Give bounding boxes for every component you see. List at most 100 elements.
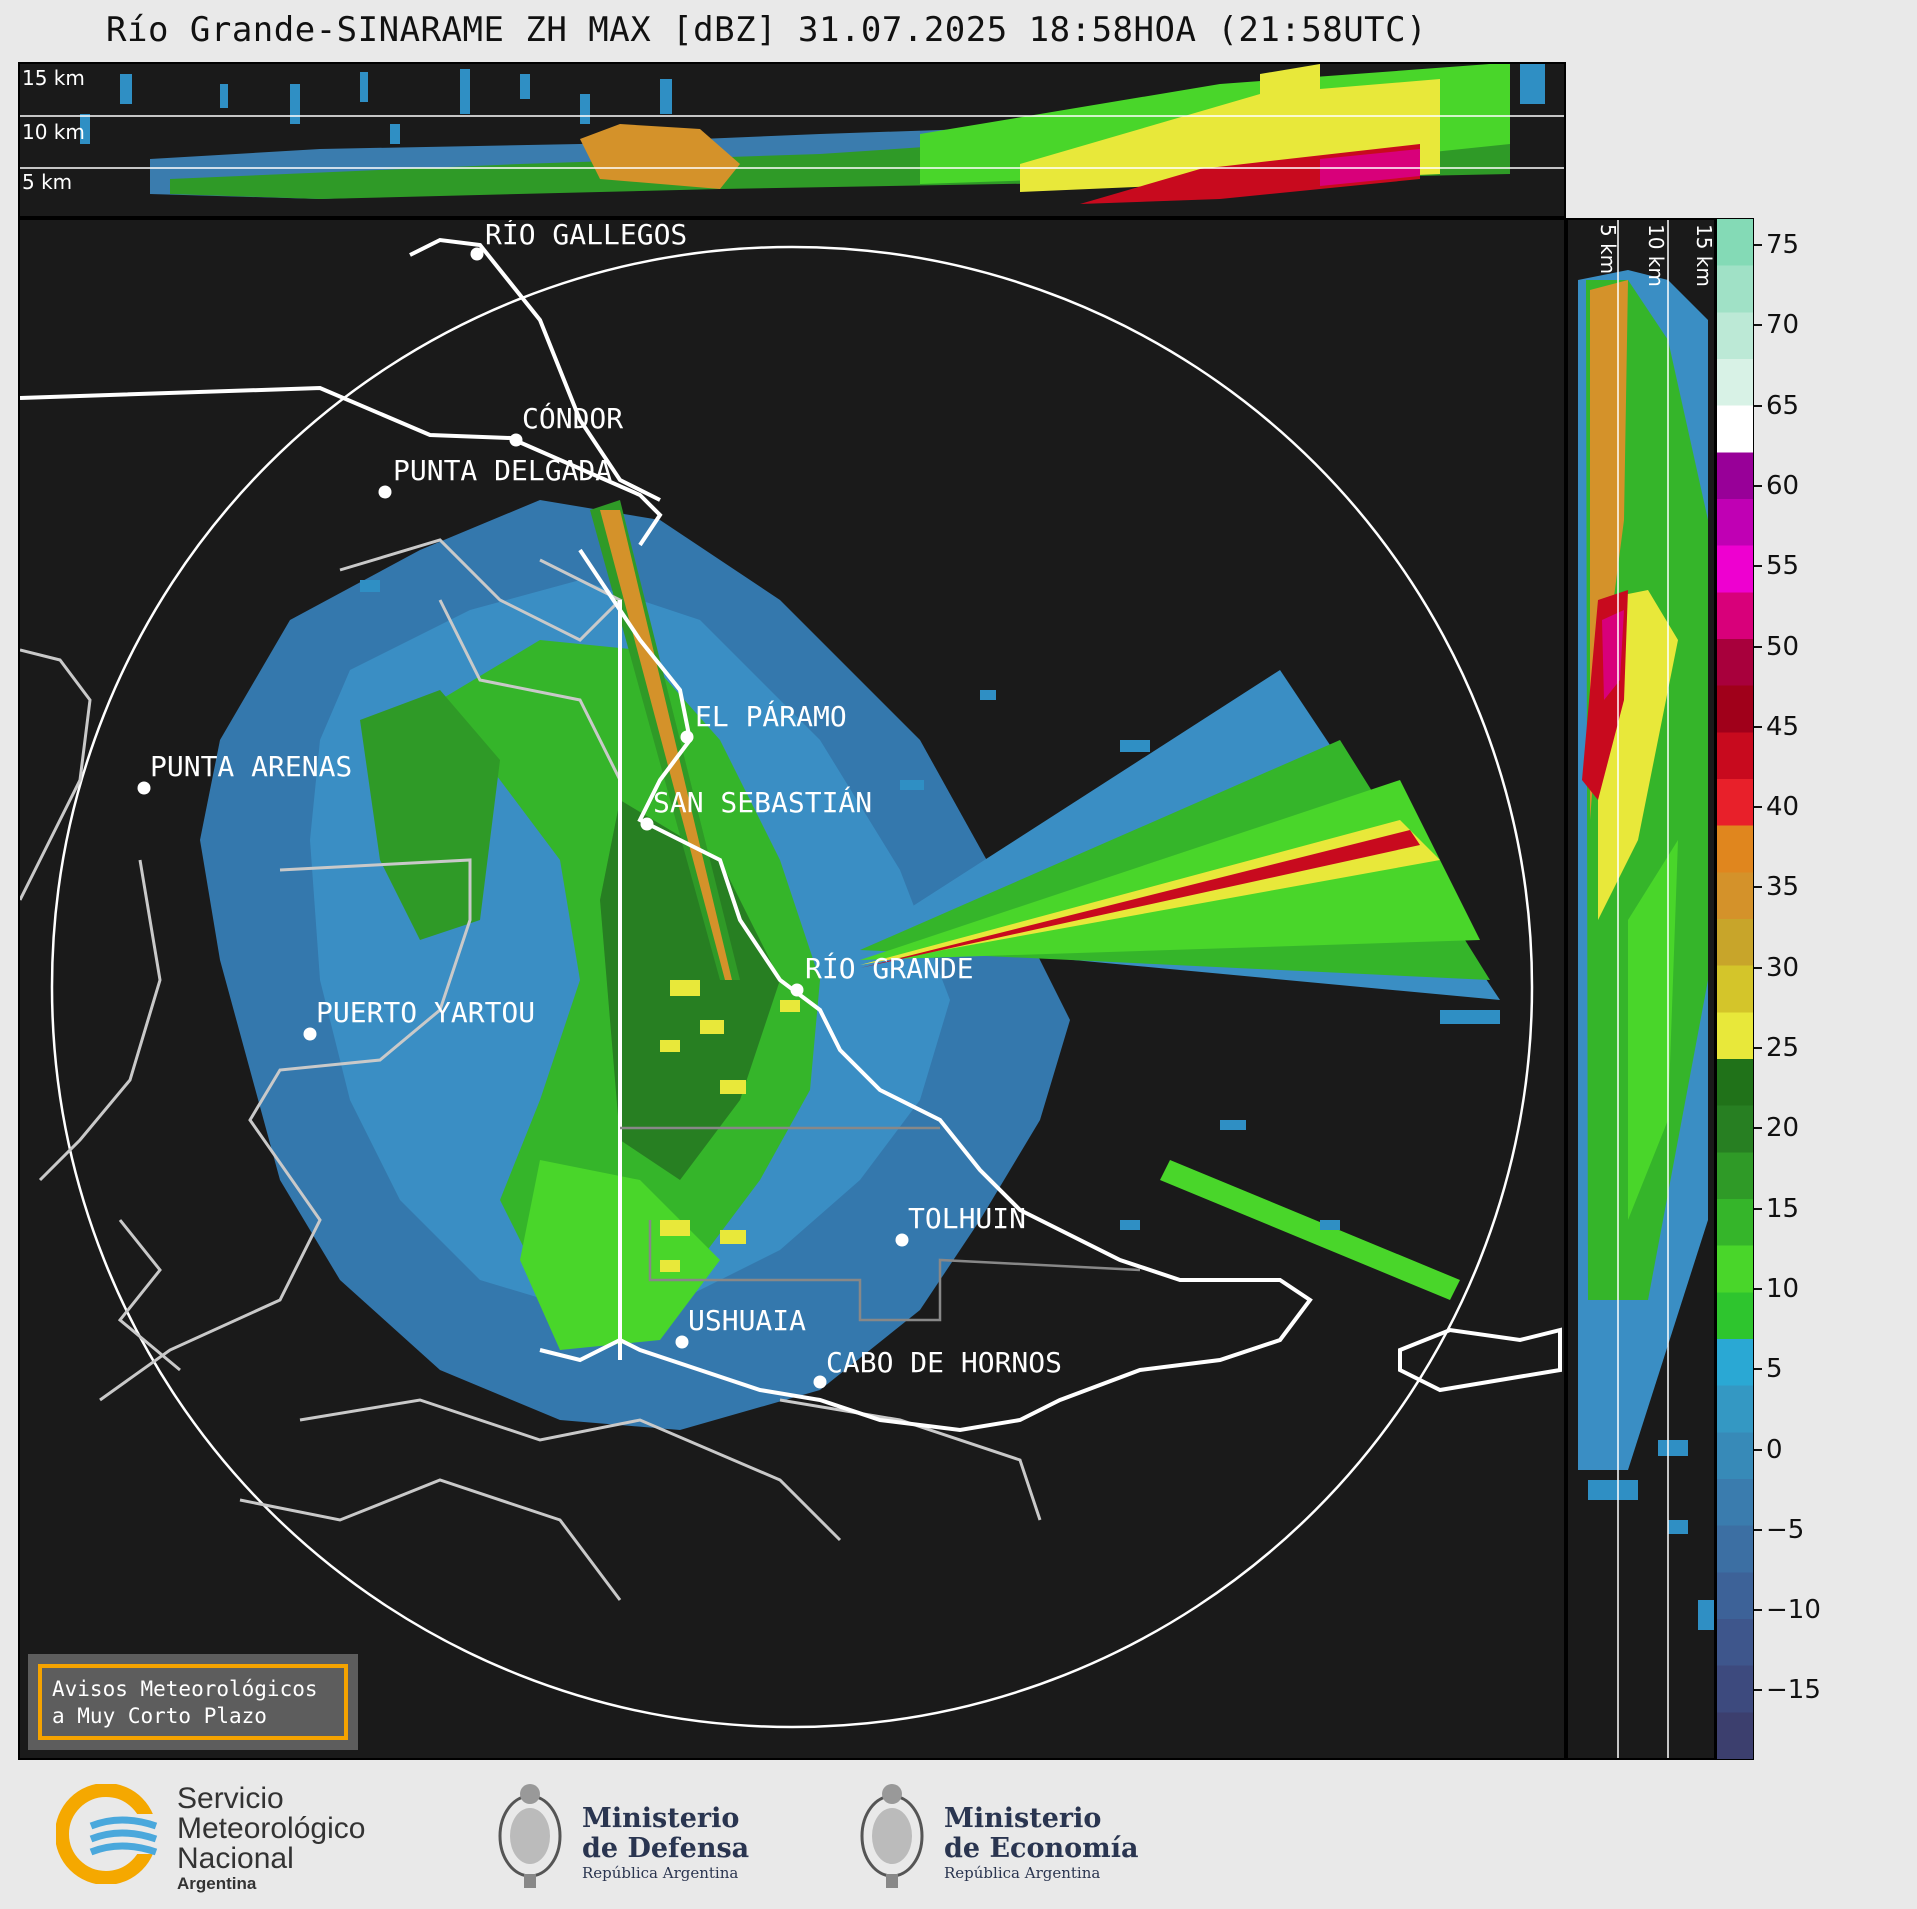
colorbar-tick	[1754, 1368, 1762, 1371]
colorbar-tick-label: 75	[1766, 230, 1800, 260]
chile-coastlines	[20, 538, 1042, 1601]
colorbar-tick-label: 55	[1766, 551, 1800, 582]
city-dot-cabo-de-hornos	[813, 1375, 827, 1389]
colorbar-tick	[1754, 645, 1762, 648]
smn-logo-icon	[55, 1783, 160, 1885]
top-alt-label-5: 5 km	[22, 170, 73, 194]
city-dot-condor	[509, 433, 523, 447]
colorbar-tick	[1754, 1207, 1762, 1210]
colorbar-tick-label: 30	[1766, 952, 1800, 983]
city-dot-puerto-yartou	[303, 1027, 317, 1041]
provincial-borders	[620, 1126, 1141, 1322]
side-alt-label-10: 10 km	[1644, 224, 1668, 287]
city-label-ushuaia: USHUAIA	[688, 1304, 807, 1337]
city-dot-san-sebastian	[640, 817, 654, 831]
radar-map-svg	[20, 237, 1562, 1729]
top-alt-label-10: 10 km	[22, 120, 85, 144]
side-alt-label-5: 5 km	[1596, 224, 1620, 275]
colorbar-tick-label: 25	[1766, 1033, 1800, 1063]
colorbar-tick	[1754, 1689, 1762, 1692]
city-dot-punta-arenas	[137, 781, 151, 795]
economia-seal-svg	[860, 1784, 924, 1888]
echo-ne-fan-lightgreen	[860, 780, 1480, 960]
city-label-cabo-de-hornos: CABO DE HORNOS	[826, 1346, 1063, 1379]
city-label-rio-grande: RÍO GRANDE	[805, 952, 974, 985]
city-dot-rio-grande	[790, 983, 804, 997]
colorbar-tick-label: 35	[1766, 872, 1800, 903]
colorbar-tick	[1754, 484, 1762, 487]
echo-yellow-speckles	[660, 980, 800, 1272]
colorbar-tick-label: 20	[1766, 1113, 1800, 1144]
smn-sub: Argentina	[177, 1874, 257, 1893]
smn-line-1: Servicio	[177, 1782, 284, 1815]
economia-line-2: de Economía	[944, 1833, 1139, 1864]
colorbar-tick	[1754, 244, 1762, 246]
colorbar-tick	[1754, 1047, 1762, 1049]
avisos-line-1: Avisos Meteorológicos	[52, 1677, 318, 1701]
city-label-condor: CÓNDOR	[522, 402, 624, 435]
city-dot-rio-gallegos	[470, 247, 484, 261]
top-echo-yellow-left	[1260, 64, 1320, 124]
colorbar-tick	[1754, 1287, 1762, 1290]
city-dot-tolhuin	[895, 1233, 909, 1247]
defensa-seal-svg	[498, 1784, 562, 1888]
colorbar-tick	[1754, 1127, 1762, 1130]
colorbar-tick-label: 40	[1766, 792, 1800, 823]
echo-east-streak	[1160, 1160, 1460, 1300]
avisos-box: Avisos Meteorológicos a Muy Corto Plazo	[28, 1654, 358, 1750]
colorbar-tick-label: 70	[1766, 310, 1800, 341]
top-echo-speckles	[80, 64, 1545, 144]
defensa-line-2: de Defensa	[582, 1833, 750, 1864]
side-cross-section-panel: 5 km 10 km 15 km	[1566, 218, 1716, 1760]
city-label-el-paramo: EL PÁRAMO	[695, 700, 847, 733]
colorbar-tick	[1754, 1609, 1762, 1612]
colorbar-tick	[1754, 565, 1762, 568]
smn-text: Servicio Meteorológico Nacional Argentin…	[177, 1784, 365, 1894]
smn-line-2: Meteorológico	[177, 1812, 366, 1845]
economia-seal-icon	[856, 1776, 928, 1896]
smn-logo	[55, 1783, 160, 1885]
city-label-san-sebastian: SAN SEBASTIÁN	[653, 786, 873, 819]
side-alt-label-15: 15 km	[1692, 224, 1716, 287]
colorbar-tick	[1754, 966, 1762, 969]
radar-range-ring	[50, 245, 1534, 1729]
colorbar-tick-label: 50	[1766, 631, 1800, 662]
dbz-colorbar	[1716, 218, 1754, 1760]
city-label-punta-arenas: PUNTA ARENAS	[150, 750, 353, 783]
defensa-sub: República Argentina	[582, 1864, 739, 1882]
city-dot-punta-delgada	[378, 485, 392, 499]
defensa-seal-icon	[494, 1776, 566, 1896]
colorbar-tick	[1754, 725, 1762, 728]
side-echo-speckles	[1588, 1440, 1714, 1630]
colorbar-tick-label: 45	[1766, 711, 1800, 742]
colorbar-tick-label: −5	[1766, 1514, 1805, 1545]
city-label-puerto-yartou: PUERTO YARTOU	[316, 996, 536, 1029]
economia-line-1: Ministerio	[944, 1803, 1102, 1834]
economia-text: Ministerio de Economía República Argenti…	[944, 1803, 1139, 1883]
echo-ne-fan-red	[860, 830, 1420, 968]
avisos-line-2: a Muy Corto Plazo	[52, 1704, 267, 1728]
colorbar-tick	[1754, 806, 1762, 809]
colorbar-tick	[1754, 324, 1762, 327]
colorbar-tick-label: 5	[1766, 1354, 1783, 1385]
city-label-tolhuin: TOLHUIN	[908, 1202, 1027, 1235]
colorbar-tick	[1754, 1528, 1762, 1531]
echo-ne-fan-yellow	[860, 820, 1440, 965]
colorbar-tick	[1754, 886, 1762, 889]
city-label-rio-gallegos: RÍO GALLEGOS	[485, 218, 688, 251]
colorbar-tick-label: −10	[1766, 1595, 1821, 1626]
side-echo-lightgreen	[1628, 840, 1678, 1220]
colorbar-tick-label: 15	[1766, 1193, 1800, 1224]
colorbar-tick-label: 65	[1766, 390, 1800, 421]
avisos-box-inner: Avisos Meteorológicos a Muy Corto Plazo	[38, 1664, 348, 1740]
defensa-line-1: Ministerio	[582, 1803, 740, 1834]
top-cross-section-panel: 15 km 10 km 5 km	[18, 62, 1566, 218]
top-cross-section-svg	[20, 64, 1564, 204]
economia-sub: República Argentina	[944, 1864, 1101, 1882]
city-dot-el-paramo	[680, 730, 694, 744]
colorbar-tick	[1754, 404, 1762, 407]
colorbar-tick	[1754, 1448, 1762, 1451]
echo-scattered-cells	[360, 580, 1500, 1230]
city-dot-ushuaia	[675, 1335, 689, 1349]
colorbar-tick-label: 0	[1766, 1434, 1783, 1465]
